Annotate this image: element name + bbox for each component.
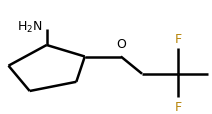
Text: H$_2$N: H$_2$N xyxy=(17,20,42,35)
Text: F: F xyxy=(174,33,182,46)
Text: O: O xyxy=(116,37,126,50)
Text: F: F xyxy=(174,100,182,113)
